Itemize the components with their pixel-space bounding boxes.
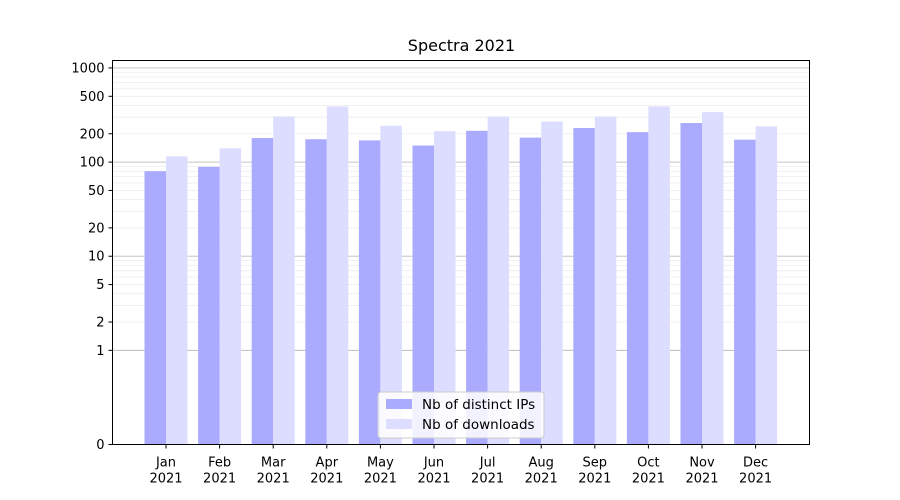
bar-distinct-ips-oct <box>626 132 649 445</box>
bar-downloads-feb <box>219 148 242 445</box>
bar-downloads-apr <box>326 106 349 445</box>
bar-downloads-jul <box>487 116 510 445</box>
bar-distinct-ips-jun <box>412 145 434 445</box>
y-tick-label: 50 <box>88 184 105 199</box>
y-tick-label: 1000 <box>71 61 104 76</box>
bar-distinct-ips-sep <box>573 128 595 445</box>
x-axis: Jan2021Feb2021Mar2021Apr2021May2021Jun20… <box>149 444 772 487</box>
bar-distinct-ips-may <box>358 140 381 445</box>
y-tick-label: 0 <box>96 438 104 453</box>
y-tick-label: 5 <box>96 278 104 293</box>
bar-downloads-jan <box>166 156 188 445</box>
x-tick-label-year: 2021 <box>578 472 611 487</box>
bars <box>144 106 778 445</box>
chart-title: Spectra 2021 <box>408 36 515 55</box>
x-tick-label-year: 2021 <box>417 472 450 487</box>
bar-distinct-ips-aug <box>519 137 542 445</box>
x-tick-label-year: 2021 <box>525 472 558 487</box>
bar-distinct-ips-apr <box>305 139 327 445</box>
x-tick-label-month: Sep <box>583 456 608 471</box>
x-tick-label-month: Dec <box>743 456 768 471</box>
legend-swatch <box>386 419 412 429</box>
x-tick-label-month: Oct <box>637 456 659 471</box>
y-axis: 0 1 2 5 10 20 50 100 200 500 1000 <box>71 61 113 453</box>
y-tick-label: 1 <box>96 344 104 359</box>
bar-downloads-jun <box>434 131 456 445</box>
x-tick-label-month: Jan <box>155 456 176 471</box>
bar-distinct-ips-jul <box>466 130 488 445</box>
y-tick-label: 200 <box>80 127 105 142</box>
legend-label: Nb of distinct IPs <box>422 397 535 413</box>
x-tick-label-year: 2021 <box>685 472 718 487</box>
y-tick-label: 500 <box>80 90 105 105</box>
legend-swatch <box>386 399 412 409</box>
bar-distinct-ips-nov <box>680 123 702 445</box>
x-tick-label-month: Aug <box>529 456 554 471</box>
bar-downloads-nov <box>702 112 724 445</box>
x-tick-label-month: Jul <box>479 456 496 471</box>
x-tick-label-year: 2021 <box>471 472 504 487</box>
bar-downloads-may <box>380 125 402 445</box>
y-tick-label: 20 <box>88 221 105 236</box>
x-tick-label-month: Feb <box>208 456 231 471</box>
x-tick-label-month: Apr <box>316 456 339 471</box>
bar-downloads-aug <box>541 121 563 445</box>
x-tick-label-month: Nov <box>689 456 715 471</box>
bar-downloads-dec <box>755 126 778 445</box>
legend: Nb of distinct IPs Nb of downloads <box>377 391 545 439</box>
bar-downloads-oct <box>648 106 670 445</box>
x-tick-label-year: 2021 <box>739 472 772 487</box>
x-tick-label-year: 2021 <box>310 472 343 487</box>
y-tick-label: 2 <box>96 316 104 331</box>
legend-box <box>377 391 545 439</box>
bar-distinct-ips-jan <box>144 171 166 445</box>
x-tick-label-year: 2021 <box>203 472 236 487</box>
bar-distinct-ips-feb <box>198 166 220 445</box>
x-tick-label-month: Mar <box>261 456 286 471</box>
x-tick-label-year: 2021 <box>364 472 397 487</box>
y-tick-label: 100 <box>80 156 105 171</box>
bar-distinct-ips-mar <box>251 138 274 445</box>
bar-downloads-sep <box>594 116 617 445</box>
bar-downloads-mar <box>273 116 295 445</box>
x-tick-label-year: 2021 <box>149 472 182 487</box>
x-tick-label-year: 2021 <box>632 472 665 487</box>
x-tick-label-month: Jun <box>423 456 444 471</box>
bar-distinct-ips-dec <box>734 139 756 445</box>
x-tick-label-year: 2021 <box>257 472 290 487</box>
plot-frame <box>112 60 810 445</box>
y-tick-label: 10 <box>88 250 105 265</box>
legend-label: Nb of downloads <box>422 417 535 433</box>
x-tick-label-month: May <box>367 456 394 471</box>
